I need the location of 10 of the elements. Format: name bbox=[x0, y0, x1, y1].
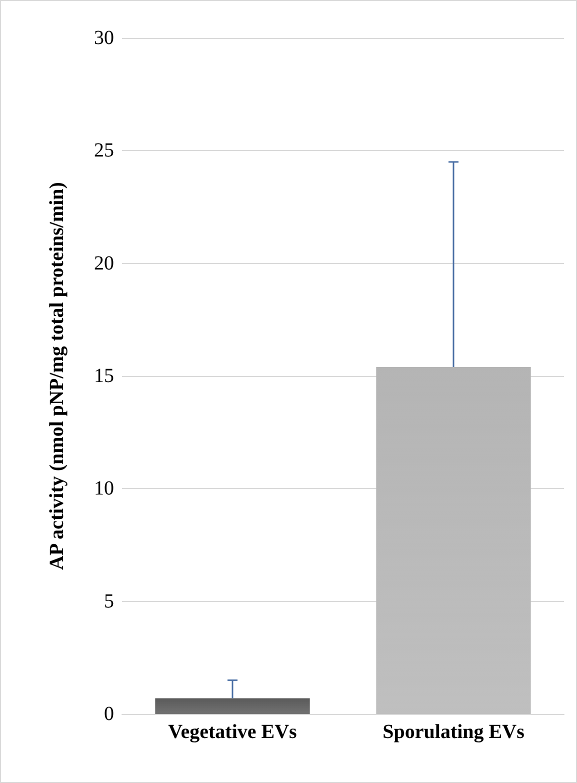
x-tick-label: Vegetative EVs bbox=[168, 721, 298, 743]
y-tick-label: 5 bbox=[104, 590, 114, 612]
y-tick-label: 30 bbox=[94, 27, 114, 49]
y-tick-label: 15 bbox=[94, 365, 114, 387]
x-tick-label: Sporulating EVs bbox=[382, 721, 525, 743]
y-axis-title: AP activity (nmol pNP/mg total proteins/min) bbox=[46, 182, 68, 570]
y-tick-label: 20 bbox=[94, 252, 114, 274]
y-tick-label: 10 bbox=[94, 478, 114, 500]
y-tick-label: 0 bbox=[104, 703, 114, 725]
y-tick-label: 25 bbox=[94, 140, 114, 162]
